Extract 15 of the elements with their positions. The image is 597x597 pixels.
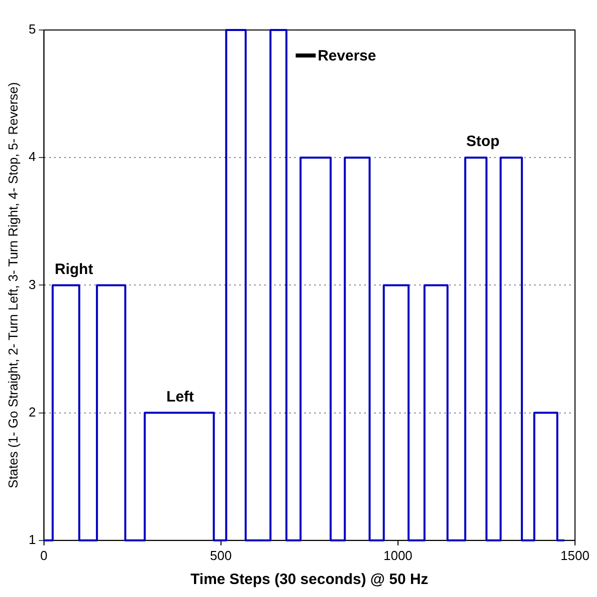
annotation: Right: [54, 260, 94, 278]
x-tick-label: 1500: [560, 548, 590, 563]
y-tick-label: 4: [28, 149, 36, 164]
x-tick-label: 500: [210, 548, 232, 563]
annotation: Left: [166, 388, 194, 406]
y-tick-label: 2: [28, 404, 36, 420]
y-tick-label: 5: [28, 22, 36, 37]
x-tick-label: 0: [40, 548, 48, 563]
y-tick-label: 3: [28, 276, 36, 292]
x-axis-title: Time Steps (30 seconds) @ 50 Hz: [190, 571, 428, 588]
y-axis-title: States (1- Go Straight, 2- Turn Left, 3- Turn Right, 4- Stop, 5- Reverse): [5, 82, 20, 488]
annotation: Stop: [466, 133, 500, 150]
annotation: Reverse: [318, 48, 376, 65]
y-tick-label: 1: [28, 532, 36, 547]
x-tick-label: 1000: [383, 548, 412, 563]
